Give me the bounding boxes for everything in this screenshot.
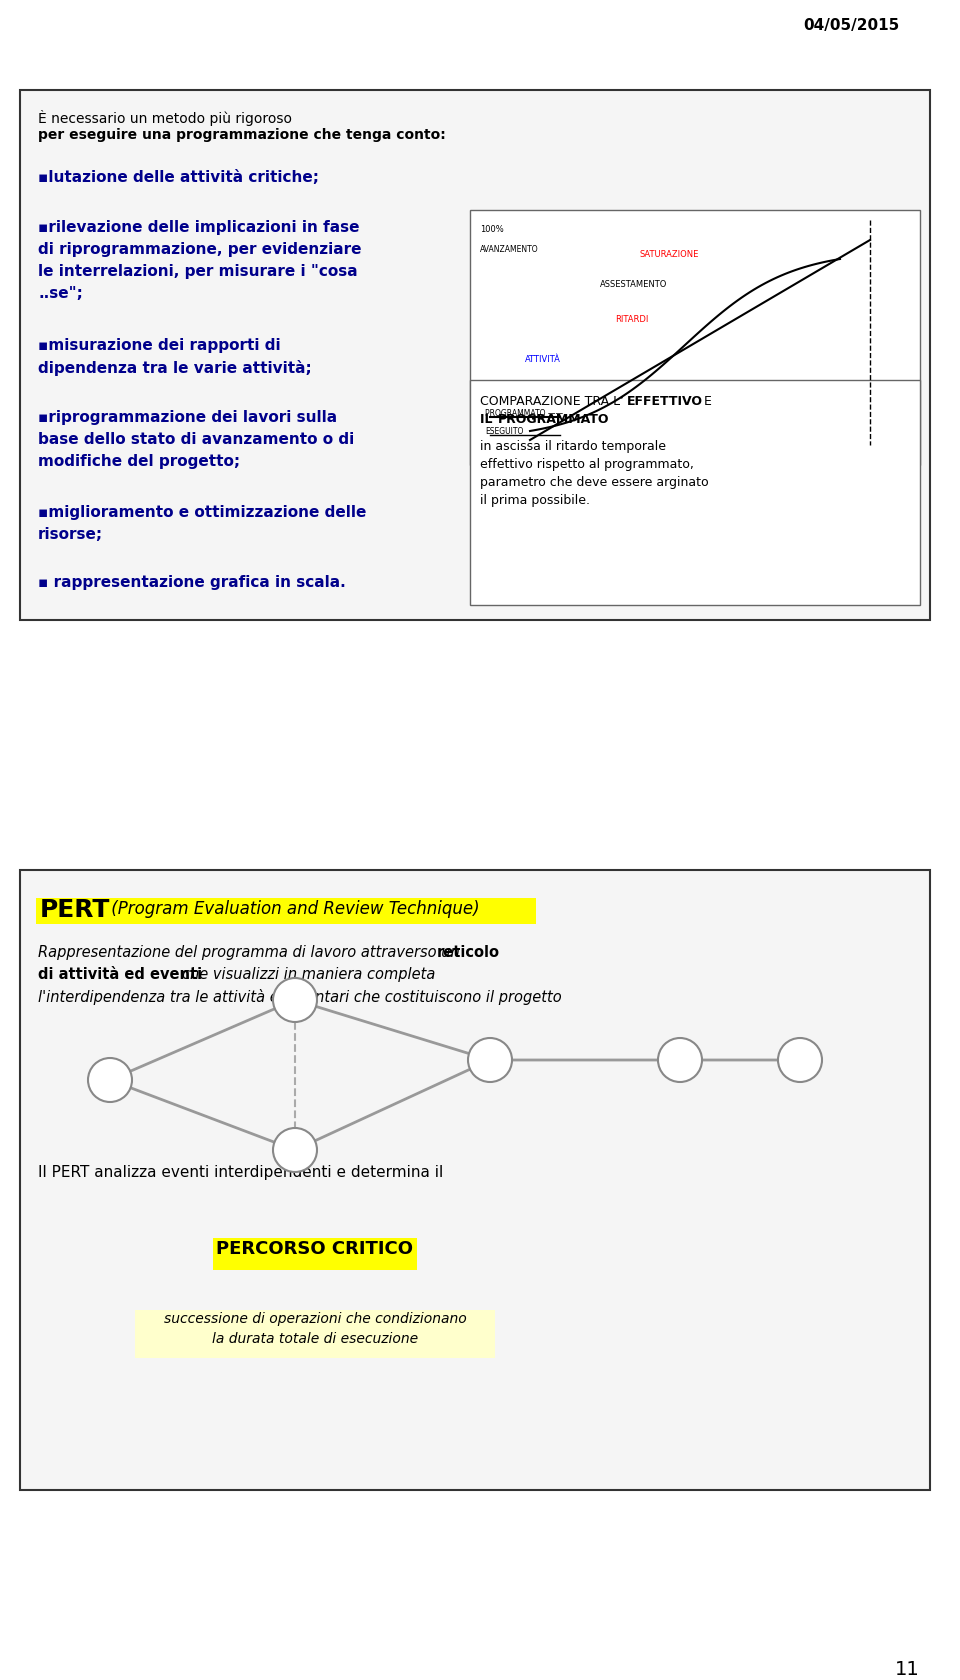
Text: AVANZAMENTO: AVANZAMENTO <box>480 245 539 254</box>
Text: reticolo: reticolo <box>437 944 500 959</box>
Text: base dello stato di avanzamento o di: base dello stato di avanzamento o di <box>38 432 354 447</box>
FancyBboxPatch shape <box>20 870 930 1490</box>
Text: PERCORSO CRITICO: PERCORSO CRITICO <box>217 1240 414 1258</box>
Text: ▪miglioramento e ottimizzazione delle: ▪miglioramento e ottimizzazione delle <box>38 506 367 521</box>
Text: dipendenza tra le varie attività;: dipendenza tra le varie attività; <box>38 360 312 376</box>
Text: Il PERT analizza eventi interdipendenti e determina il: Il PERT analizza eventi interdipendenti … <box>38 1164 444 1179</box>
Text: (Program Evaluation and Review Technique): (Program Evaluation and Review Technique… <box>106 900 480 917</box>
Text: ▪ rappresentazione grafica in scala.: ▪ rappresentazione grafica in scala. <box>38 575 346 590</box>
Text: EFFETTIVO: EFFETTIVO <box>627 395 703 408</box>
Text: ..se";: ..se"; <box>38 286 83 301</box>
Text: ▪lutazione delle attività critiche;: ▪lutazione delle attività critiche; <box>38 170 319 185</box>
Text: RITARDI: RITARDI <box>615 314 648 324</box>
Text: parametro che deve essere arginato: parametro che deve essere arginato <box>480 475 708 489</box>
Text: modifiche del progetto;: modifiche del progetto; <box>38 454 240 469</box>
Text: per eseguire una programmazione che tenga conto:: per eseguire una programmazione che teng… <box>38 128 445 143</box>
Circle shape <box>468 1038 512 1082</box>
Text: COMPARAZIONE TRA L’: COMPARAZIONE TRA L’ <box>480 395 624 408</box>
FancyBboxPatch shape <box>470 210 920 465</box>
Text: SATURAZIONE: SATURAZIONE <box>640 250 700 259</box>
Text: risorse;: risorse; <box>38 528 103 543</box>
Text: le interrelazioni, per misurare i "cosa: le interrelazioni, per misurare i "cosa <box>38 264 358 279</box>
Circle shape <box>273 1127 317 1173</box>
Text: che visualizzi in maniera completa: che visualizzi in maniera completa <box>182 968 436 983</box>
Text: di attività ed eventi: di attività ed eventi <box>38 968 207 983</box>
Text: l'interdipendenza tra le attività elementari che costituiscono il progetto: l'interdipendenza tra le attività elemen… <box>38 990 562 1005</box>
Text: il prima possibile.: il prima possibile. <box>480 494 590 507</box>
Circle shape <box>88 1058 132 1102</box>
Circle shape <box>778 1038 822 1082</box>
FancyBboxPatch shape <box>20 91 930 620</box>
Circle shape <box>273 978 317 1021</box>
Circle shape <box>658 1038 702 1082</box>
Text: di riprogrammazione, per evidenziare: di riprogrammazione, per evidenziare <box>38 242 362 257</box>
FancyBboxPatch shape <box>135 1310 495 1357</box>
Text: PERT: PERT <box>40 899 110 922</box>
Text: effettivo rispetto al programmato,: effettivo rispetto al programmato, <box>480 459 694 470</box>
Text: 11: 11 <box>896 1660 920 1678</box>
Text: in ascissa il ritardo temporale: in ascissa il ritardo temporale <box>480 440 666 454</box>
Text: Rappresentazione del programma di lavoro attraverso un: Rappresentazione del programma di lavoro… <box>38 944 465 959</box>
Text: la durata totale di esecuzione: la durata totale di esecuzione <box>212 1332 418 1346</box>
Text: successione di operazioni che condizionano: successione di operazioni che condiziona… <box>163 1312 467 1326</box>
Text: IL: IL <box>480 413 497 427</box>
Text: ESEGUITO: ESEGUITO <box>485 427 523 437</box>
Text: PROGRAMMATO ——: PROGRAMMATO —— <box>485 408 564 418</box>
FancyBboxPatch shape <box>213 1238 417 1270</box>
Text: È necessario un metodo più rigoroso: È necessario un metodo più rigoroso <box>38 109 292 126</box>
Text: ▪riprogrammazione dei lavori sulla: ▪riprogrammazione dei lavori sulla <box>38 410 337 425</box>
Text: ▪rilevazione delle implicazioni in fase: ▪rilevazione delle implicazioni in fase <box>38 220 359 235</box>
Text: 04/05/2015: 04/05/2015 <box>804 18 900 34</box>
Text: ASSESTAMENTO: ASSESTAMENTO <box>600 281 667 289</box>
FancyBboxPatch shape <box>36 899 536 924</box>
Text: ▪misurazione dei rapporti di: ▪misurazione dei rapporti di <box>38 338 280 353</box>
Text: ATTIVITÀ: ATTIVITÀ <box>525 354 561 365</box>
Text: PROGRAMMATO: PROGRAMMATO <box>498 413 610 427</box>
Text: 100%: 100% <box>480 225 504 234</box>
FancyBboxPatch shape <box>470 380 920 605</box>
Text: E: E <box>700 395 712 408</box>
